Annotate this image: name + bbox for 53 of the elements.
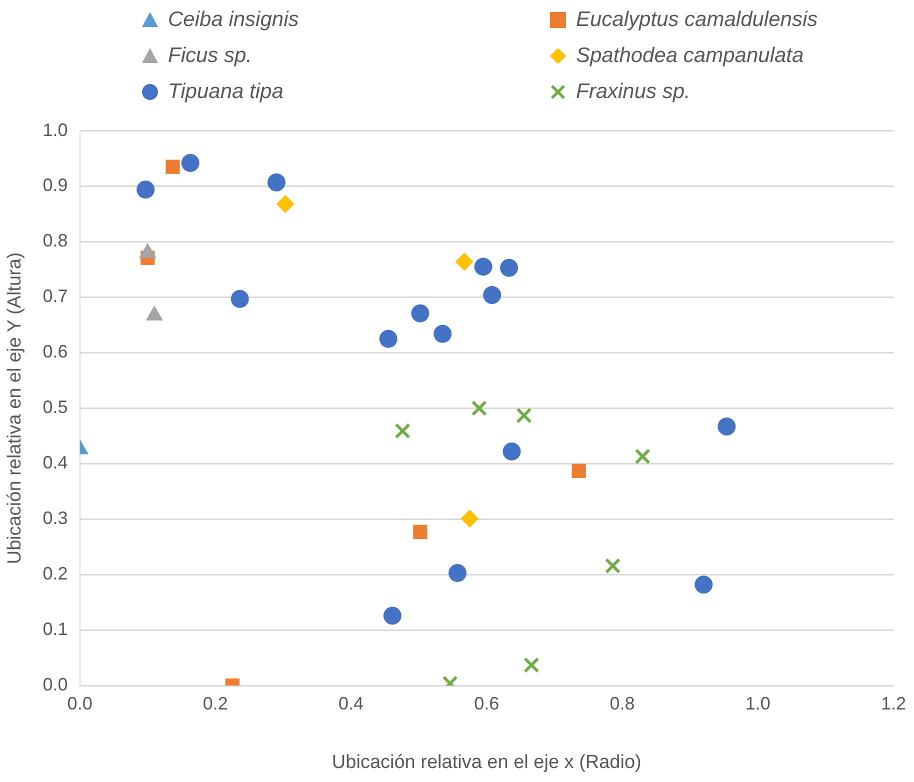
point [455,252,474,271]
x-axis-title: Ubicación relativa en el eje x (Radio) [332,752,642,773]
point [379,330,398,348]
x-tick-label: 0.6 [474,693,500,714]
point [474,258,492,276]
point [471,400,488,416]
y-tick-label: 0.2 [42,564,68,584]
y-tick-label: 0.3 [42,508,68,528]
y-tick-label: 0.0 [42,674,68,695]
y-tick-label: 0.7 [42,286,68,306]
point [516,408,532,424]
point [694,576,713,594]
point [502,442,521,460]
legend-label: Fraxinus sp. [576,80,690,104]
point [136,180,155,199]
point [413,524,428,539]
point [166,160,180,174]
y-axis-title: Ubicación relativa en el eje Y (Altura) [4,252,26,564]
y-tick-label: 0.6 [42,342,68,362]
point [448,564,466,582]
legend-label: Ficus sp. [168,44,252,68]
point [572,464,586,478]
y-tick-label: 0.9 [42,175,68,196]
point [718,418,736,436]
y-tick-label: 0.1 [42,619,68,640]
point [483,286,502,304]
point [276,195,294,214]
legend-label: Spathodea campanulata [576,44,804,68]
point [411,304,430,322]
point [181,154,200,172]
point [500,258,518,277]
x-tick-label: 0.4 [338,693,364,714]
y-tick-label: 0.5 [42,397,68,418]
y-tick-label: 1.0 [42,120,68,140]
point [604,558,621,574]
y-tick-label: 0.8 [42,230,68,251]
y-tick-label: 0.4 [42,452,68,473]
point [394,423,410,439]
legend-label: Ceiba insignis [168,8,299,32]
x-tick-label: 0.0 [67,693,92,714]
x-tick-label: 0.8 [610,693,635,714]
point [267,173,286,192]
point [383,606,402,625]
point [230,290,249,308]
point [434,324,452,343]
legend-label: Tipuana tipa [168,80,284,104]
x-tick-label: 0.2 [202,693,228,714]
point [460,510,479,528]
x-tick-label: 1.2 [880,693,906,714]
x-tick-label: 1.0 [745,693,770,714]
point [634,448,650,464]
point [524,657,540,673]
legend-label: Eucalyptus camaldulensis [576,8,818,32]
